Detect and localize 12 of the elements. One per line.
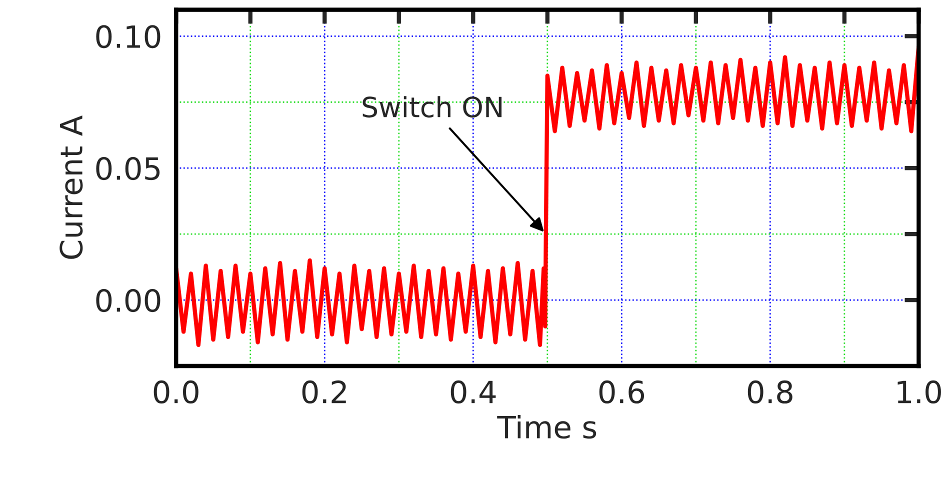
- x-tick-label: 0.0: [154, 380, 198, 404]
- y-axis-title: Current A: [60, 115, 83, 259]
- x-tick-label: 0.4: [450, 380, 496, 404]
- y-tick-label: 0.00: [96, 288, 160, 312]
- y-tick-label: 0.05: [96, 157, 160, 180]
- annotation: Switch ON: [362, 96, 502, 118]
- x-tick-label: 1.0: [898, 380, 941, 404]
- x-tick-label: 0.2: [302, 380, 346, 404]
- x-tick-label: 0.8: [748, 380, 792, 404]
- y-tick-label: 0.10: [96, 25, 160, 48]
- x-axis-title: Time s: [497, 415, 596, 439]
- x-tick-label: 0.6: [599, 380, 644, 404]
